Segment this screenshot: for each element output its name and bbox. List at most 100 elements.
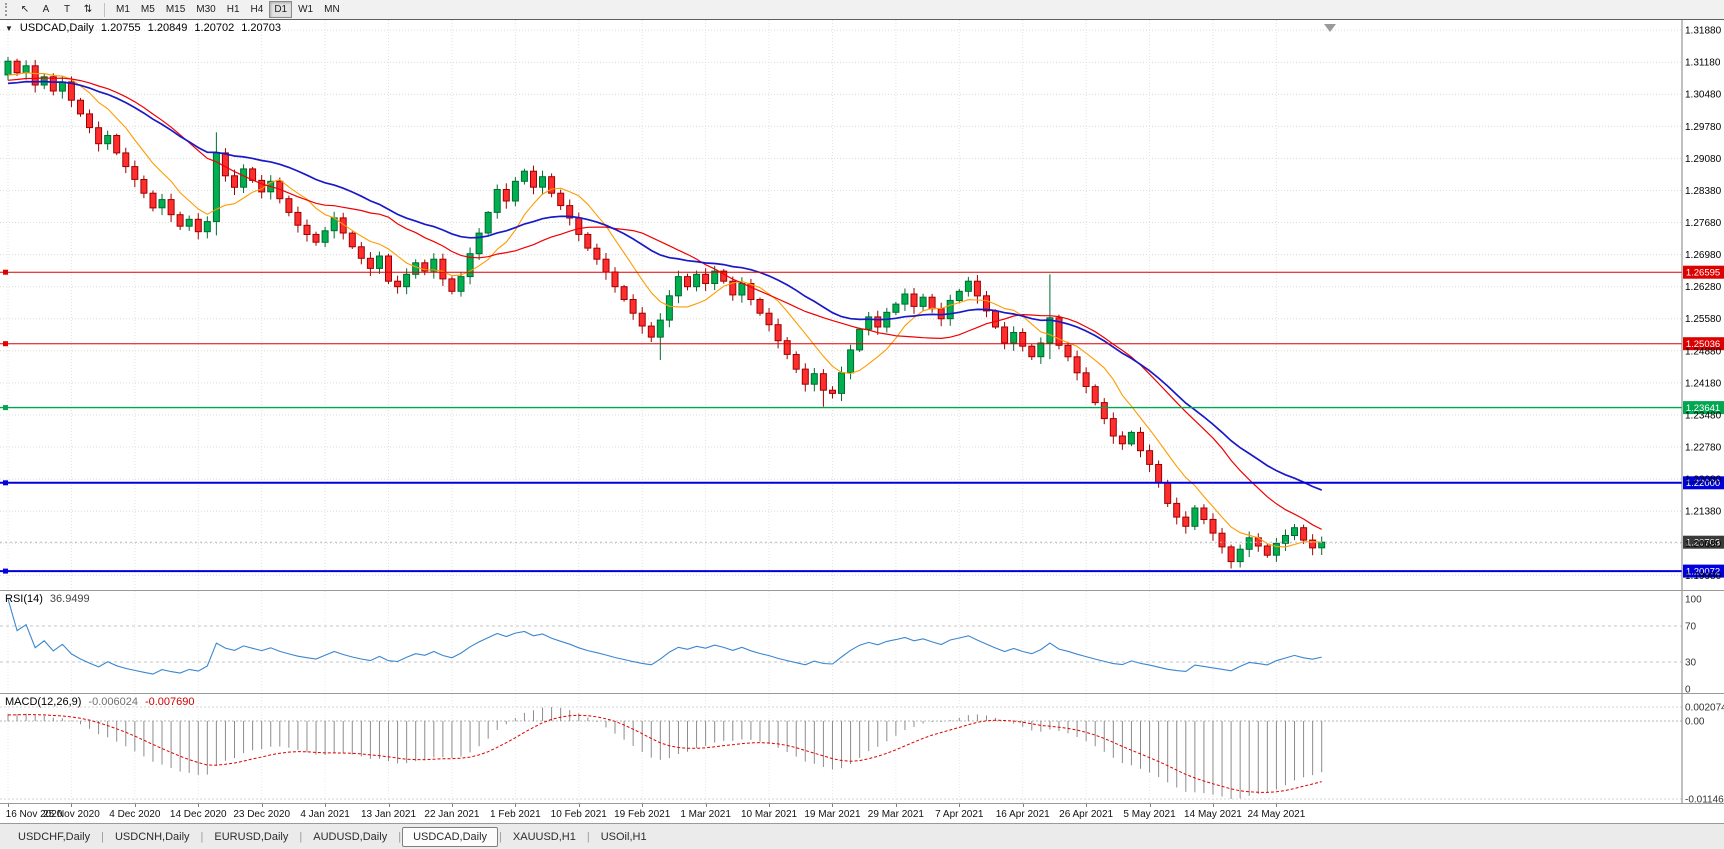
collapse-chart-icon[interactable]: ▼ — [5, 24, 13, 33]
date-tick — [71, 804, 73, 807]
date-tick — [198, 804, 200, 807]
ma-30-line[interactable] — [7, 80, 1323, 491]
price-axis-label: 1.26980 — [1685, 250, 1722, 261]
scale-tool-button[interactable]: ⇅ — [78, 1, 98, 18]
hline-price-badge — [1683, 337, 1724, 351]
macd-axis-label: -0.011462 — [1685, 795, 1724, 804]
rsi-axis-label: 70 — [1685, 622, 1697, 633]
current-price-badge — [1683, 535, 1724, 549]
price-axis-label: 1.30480 — [1685, 90, 1722, 101]
rsi-canvas[interactable]: 100 70 30 0 — [0, 591, 1724, 693]
hline-price-badge — [1683, 564, 1724, 578]
date-label: 19 Feb 2021 — [614, 809, 671, 820]
date-label: 24 May 2021 — [1247, 809, 1306, 820]
timeframe-m30-button[interactable]: M30 — [191, 1, 220, 18]
timeframe-w1-button[interactable]: W1 — [293, 1, 318, 18]
price-axis-label: 1.20680 — [1685, 539, 1722, 550]
date-label: 26 Apr 2021 — [1059, 809, 1114, 820]
date-label: 13 Jan 2021 — [360, 809, 417, 820]
tab-usoil-h1[interactable]: USOil,H1 — [600, 830, 647, 843]
date-tick — [451, 804, 453, 807]
date-tick — [642, 804, 644, 807]
price-axis-label: 1.22780 — [1685, 443, 1722, 454]
hline-anchor[interactable] — [3, 480, 8, 486]
text-label-tool-button[interactable]: T — [57, 1, 77, 18]
date-label: 23 Dec 2020 — [233, 809, 291, 820]
ma-20-line[interactable] — [7, 77, 1322, 530]
date-label: 1 Feb 2021 — [490, 809, 541, 820]
date-label: 14 May 2021 — [1184, 809, 1242, 820]
date-label: 25 Nov 2020 — [43, 809, 100, 820]
price-axis-label: 1.29080 — [1685, 154, 1722, 165]
cursor-tool-button[interactable]: ↖ — [15, 1, 35, 18]
hline-price-badge-text: 1.25036 — [1686, 339, 1720, 350]
date-axis[interactable]: 16 Nov 2020 25 Nov 2020 4 Dec 2020 14 Dec 2… — [0, 803, 1724, 823]
tab-divider: | — [398, 830, 402, 843]
date-tick — [1276, 804, 1278, 807]
tab-xauusd-h1[interactable]: XAUUSD,H1 — [512, 830, 576, 843]
hline-anchor[interactable] — [3, 405, 8, 411]
price-axis-label: 1.24880 — [1685, 346, 1722, 357]
macd-axis-label: 0.00 — [1685, 717, 1705, 728]
candles — [4, 57, 1326, 569]
date-tick — [832, 804, 834, 807]
tab-audusd-daily[interactable]: AUDUSD,Daily — [313, 830, 388, 843]
hline-anchor[interactable] — [3, 269, 8, 275]
macd-canvas[interactable]: 0.002074 0.00 -0.011462 — [0, 694, 1724, 803]
price-axis-label: 1.31880 — [1685, 26, 1722, 37]
ma-8-line[interactable] — [7, 72, 1322, 548]
timeframe-m5-button[interactable]: M5 — [136, 1, 160, 18]
text-tool-button[interactable]: A — [36, 1, 56, 18]
tab-divider: | — [200, 830, 204, 843]
tab-usdcnh-daily[interactable]: USDCNH,Daily — [114, 830, 190, 843]
price-axis[interactable]: 1.31880 1.31180 1.30480 1.29780 1.29080 1.283… — [1681, 20, 1722, 590]
date-tick — [134, 804, 136, 807]
rsi-grid — [0, 591, 1682, 693]
hline-anchor[interactable] — [3, 568, 8, 574]
macd-histogram — [7, 707, 1323, 799]
rsi-axis[interactable]: 100 70 30 0 — [1681, 591, 1702, 694]
price-axis-label: 1.28380 — [1685, 186, 1722, 197]
timeframe-mn-button[interactable]: MN — [319, 1, 345, 18]
date-tick — [1212, 804, 1214, 807]
date-tick — [325, 804, 327, 807]
tab-divider: | — [499, 830, 502, 843]
timeframe-h1-button[interactable]: H1 — [222, 1, 245, 18]
timeframe-h4-button[interactable]: H4 — [246, 1, 269, 18]
timeframe-m15-button[interactable]: M15 — [161, 1, 190, 18]
date-label: 4 Jan 2021 — [300, 809, 350, 820]
macd-axis[interactable]: 0.002074 0.00 -0.011462 — [1681, 694, 1724, 804]
price-axis-label: 1.25580 — [1685, 314, 1722, 325]
chart-shift-marker[interactable] — [1324, 24, 1336, 32]
hline-anchor[interactable] — [3, 341, 8, 347]
date-label: 19 Mar 2021 — [804, 809, 861, 820]
date-label: 14 Dec 2020 — [169, 809, 227, 820]
tab-usdcad-daily[interactable]: USDCAD,Daily — [402, 826, 499, 847]
date-tick — [1149, 804, 1151, 807]
rsi-line[interactable] — [7, 598, 1322, 675]
date-tick — [959, 804, 961, 807]
date-tick — [895, 804, 897, 807]
timeframe-d1-button[interactable]: D1 — [269, 1, 293, 18]
tab-divider: | — [299, 830, 303, 843]
date-label: 22 Jan 2021 — [424, 809, 480, 820]
rsi-axis-label: 100 — [1685, 595, 1702, 606]
date-tick — [8, 804, 9, 807]
hline-price-badge-text: 1.23641 — [1686, 403, 1720, 414]
toolbar-separator — [104, 2, 105, 17]
date-label: 1 Mar 2021 — [680, 809, 731, 820]
price-chart-canvas[interactable]: 1.26595 1.25036 1.23641 1.22000 1.20072 1.207… — [0, 20, 1724, 590]
timeframe-m1-button[interactable]: M1 — [111, 1, 135, 18]
macd-signal-line[interactable] — [7, 714, 1322, 793]
toolbar: ↖ A T ⇅ M1 M5 M15 M30 H1 H4 D1 W1 MN — [0, 0, 1724, 20]
rsi-axis-label: 0 — [1685, 685, 1691, 694]
date-label: 4 Dec 2020 — [109, 809, 161, 820]
date-tick — [769, 804, 771, 807]
price-axis-label: 1.26280 — [1685, 282, 1722, 293]
tab-usdchf-daily[interactable]: USDCHF,Daily — [18, 830, 91, 843]
tab-eurusd-daily[interactable]: EURUSD,Daily — [214, 830, 289, 843]
rsi-panel: 100 70 30 0 RSI(14) 36.9499 — [0, 590, 1724, 693]
toolbar-grip[interactable] — [5, 3, 9, 16]
price-axis-label: 1.24180 — [1685, 378, 1722, 389]
